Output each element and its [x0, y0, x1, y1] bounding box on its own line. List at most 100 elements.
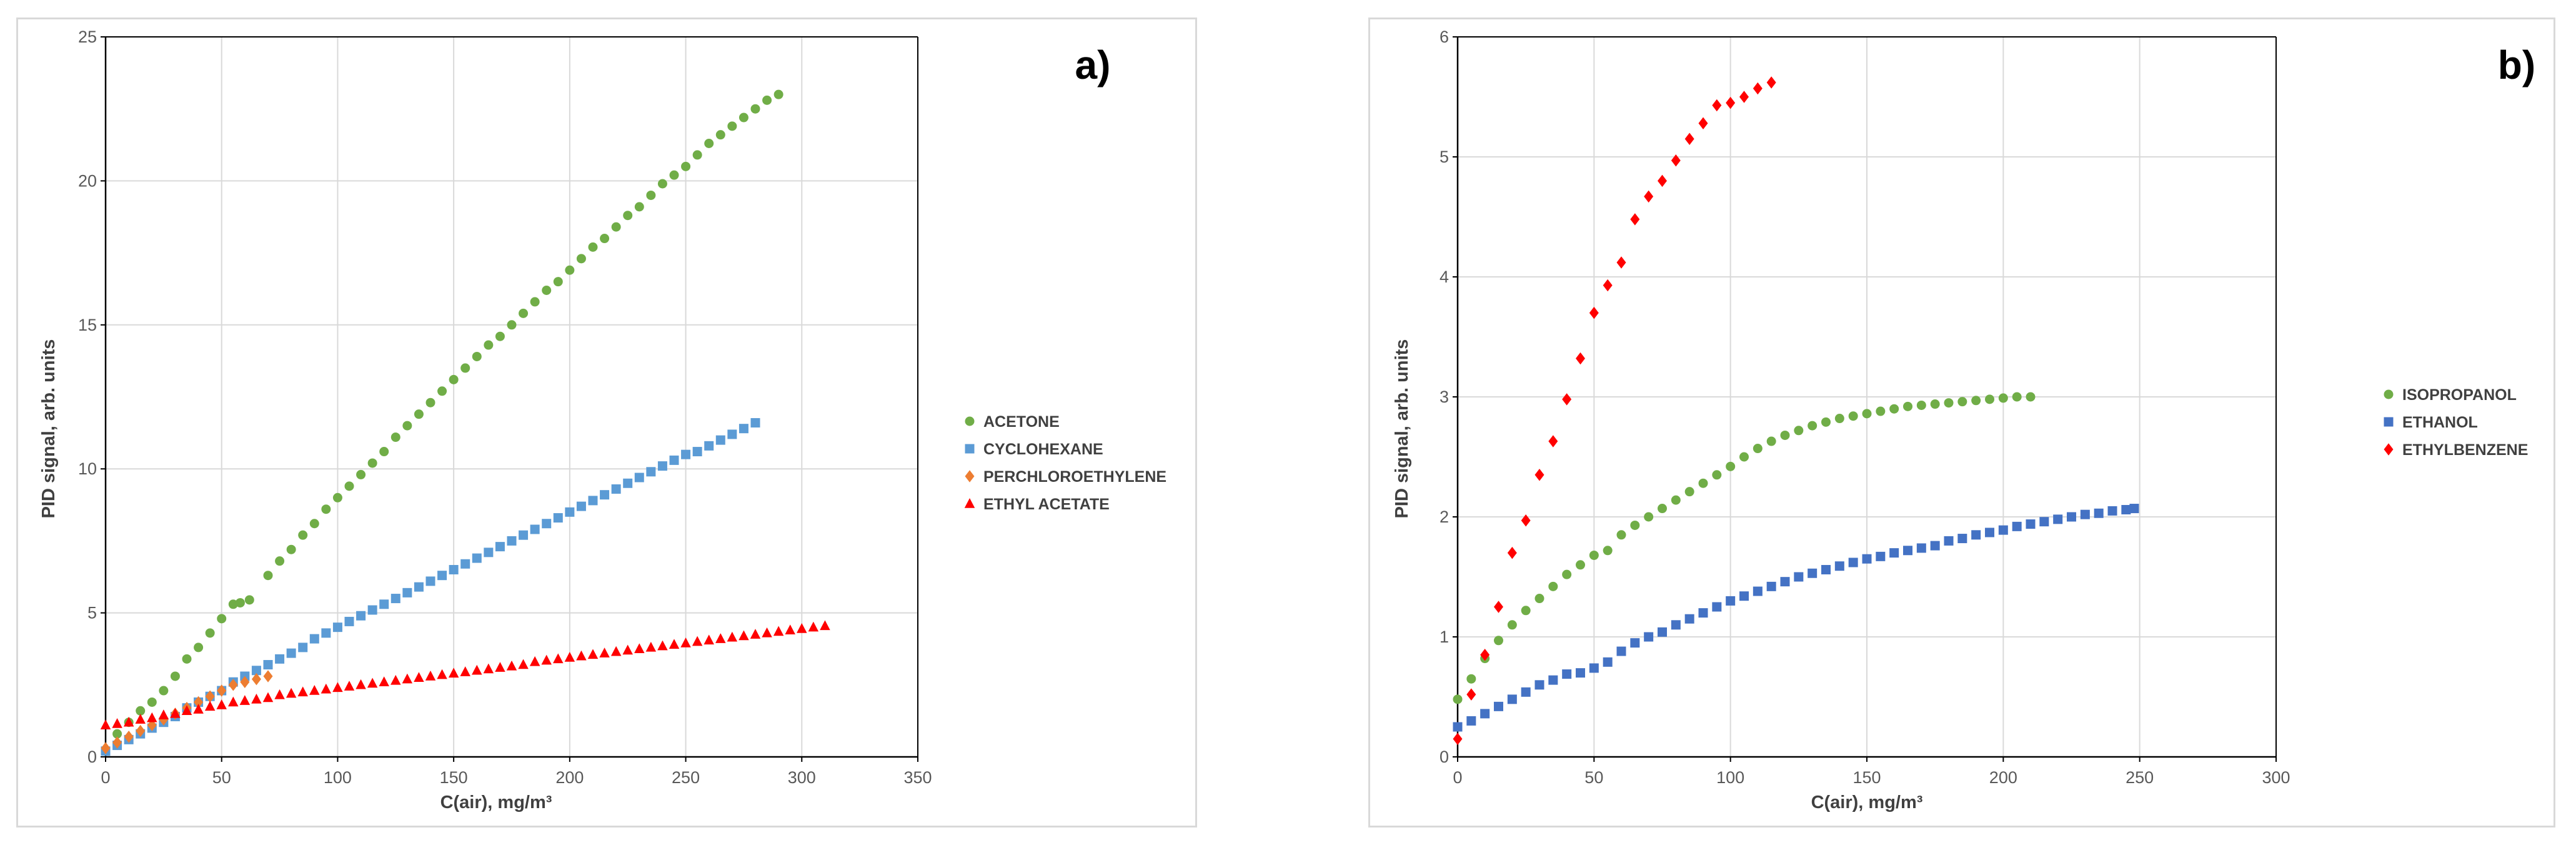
point-a-ethyl-acetate-52	[704, 634, 714, 645]
y-tick-label-b-3: 3	[1440, 388, 1449, 406]
point-a-acetone-35	[507, 320, 517, 330]
point-b-ethanol-13	[1630, 638, 1640, 648]
point-a-acetone-27	[414, 409, 424, 419]
point-a-ethyl-acetate-13	[251, 693, 262, 704]
point-a-cyclohexane-31	[460, 559, 470, 569]
point-a-ethyl-acetate-48	[657, 640, 668, 651]
point-a-perchloroethylene-14	[263, 670, 273, 682]
point-b-ethanol-35	[1930, 541, 1940, 551]
point-a-ethyl-acetate-51	[692, 636, 703, 646]
point-a-acetone-14	[263, 571, 273, 581]
point-b-ethanol-49	[2121, 504, 2131, 514]
point-b-ethylbenzene-4	[1507, 546, 1517, 559]
y-tick-label-b-6: 6	[1440, 28, 1449, 46]
legend-label-a-cyclohexane: CYCLOHEXANE	[983, 441, 1103, 458]
point-b-ethanol-33	[1903, 546, 1912, 556]
point-a-acetone-29	[437, 386, 447, 396]
point-b-ethylbenzene-18	[1698, 117, 1708, 129]
point-a-acetone-42	[588, 242, 598, 252]
point-a-perchloroethylene-0	[101, 742, 111, 754]
point-a-ethyl-acetate-11	[228, 696, 239, 707]
point-b-isopropanol-30	[1862, 409, 1872, 419]
point-b-isopropanol-14	[1644, 512, 1654, 522]
point-b-isopropanol-13	[1630, 520, 1640, 530]
point-a-cyclohexane-44	[611, 484, 621, 494]
point-a-cyclohexane-30	[449, 564, 459, 574]
point-a-ethyl-acetate-0	[100, 719, 111, 730]
point-b-ethanol-30	[1862, 554, 1872, 564]
point-a-ethyl-acetate-26	[402, 673, 413, 684]
point-a-cyclohexane-26	[402, 588, 412, 598]
point-b-ethanol-5	[1521, 687, 1531, 697]
point-b-isopropanol-26	[1808, 421, 1818, 431]
point-a-cyclohexane-41	[576, 501, 586, 511]
point-a-ethyl-acetate-28	[425, 670, 436, 681]
point-b-ethylbenzene-22	[1753, 82, 1763, 95]
point-a-ethyl-acetate-57	[762, 627, 772, 638]
point-b-ethanol-0	[1453, 722, 1463, 732]
point-a-acetone-23	[367, 458, 377, 468]
point-a-ethyl-acetate-54	[727, 631, 738, 642]
point-a-cyclohexane-20	[332, 622, 342, 632]
point-a-ethyl-acetate-58	[773, 626, 784, 636]
point-b-isopropanol-1	[1466, 674, 1476, 684]
point-b-isopropanol-38	[1971, 396, 1981, 406]
y-axis-title-a: PID signal, arb. units	[39, 339, 59, 519]
point-a-perchloroethylene-2	[124, 730, 134, 743]
point-a-ethyl-acetate-55	[738, 630, 749, 641]
point-b-ethanol-10	[1589, 663, 1599, 673]
point-a-ethyl-acetate-46	[634, 643, 645, 653]
point-a-ethyl-acetate-44	[610, 646, 622, 656]
y-tick-label-a-0: 0	[87, 748, 97, 766]
point-a-cyclohexane-55	[738, 424, 748, 434]
point-a-acetone-7	[182, 654, 192, 664]
x-tick-label-b-6: 300	[2262, 768, 2290, 787]
point-a-cyclohexane-16	[286, 648, 296, 658]
point-a-acetone-1	[112, 729, 122, 739]
point-b-ethanol-21	[1739, 591, 1749, 601]
point-a-ethyl-acetate-50	[680, 637, 691, 648]
x-tick-label-b-3: 150	[1852, 768, 1881, 787]
point-a-acetone-52	[704, 138, 714, 148]
point-a-ethyl-acetate-3	[135, 714, 146, 724]
point-a-acetone-5	[159, 686, 169, 696]
point-a-perchloroethylene-11	[228, 679, 238, 691]
point-a-cyclohexane-32	[472, 553, 482, 563]
point-a-acetone-51	[692, 150, 702, 160]
point-a-acetone-49	[669, 170, 679, 180]
x-tick-label-b-5: 250	[2126, 768, 2154, 787]
point-a-ethyl-acetate-8	[193, 703, 204, 714]
point-a-perchloroethylene-9	[205, 690, 215, 702]
point-b-ethylbenzene-8	[1562, 393, 1572, 406]
point-b-ethanol-46	[2080, 509, 2090, 519]
point-b-ethanol-38	[1971, 530, 1981, 540]
point-a-ethyl-acetate-35	[506, 660, 517, 671]
point-a-cyclohexane-25	[390, 594, 400, 604]
point-b-ethylbenzene-3	[1494, 601, 1503, 613]
legend-marker-a-acetone	[965, 416, 975, 426]
point-a-acetone-33	[484, 340, 494, 350]
point-a-cyclohexane-35	[507, 536, 517, 546]
point-b-ethanol-23	[1766, 581, 1776, 591]
chart-b-svg: 0 1 2 3 4 5 6 0 50 100 150 200 250 300 ISOPROPANOL ETH…	[1392, 28, 2535, 812]
point-b-isopropanol-28	[1834, 414, 1844, 424]
point-a-acetone-44	[611, 222, 621, 232]
point-a-ethyl-acetate-9	[204, 701, 216, 711]
point-a-ethyl-acetate-10	[216, 699, 227, 709]
point-b-ethylbenzene-0	[1453, 732, 1463, 745]
point-b-ethanol-28	[1834, 561, 1844, 571]
point-a-acetone-39	[553, 277, 563, 287]
point-b-ethanol-44	[2053, 514, 2063, 524]
point-a-ethyl-acetate-49	[669, 639, 680, 649]
point-b-ethanol-37	[1957, 534, 1967, 544]
point-a-perchloroethylene-1	[112, 736, 122, 749]
point-a-ethyl-acetate-21	[344, 681, 355, 691]
point-a-ethyl-acetate-1	[112, 718, 122, 728]
point-b-ethylbenzene-14	[1644, 190, 1654, 203]
point-a-ethyl-acetate-30	[448, 668, 459, 678]
point-a-acetone-55	[738, 112, 748, 122]
x-tick-label-a-2: 100	[324, 768, 352, 787]
point-a-ethyl-acetate-43	[599, 648, 610, 658]
point-a-cyclohexane-51	[692, 447, 702, 457]
